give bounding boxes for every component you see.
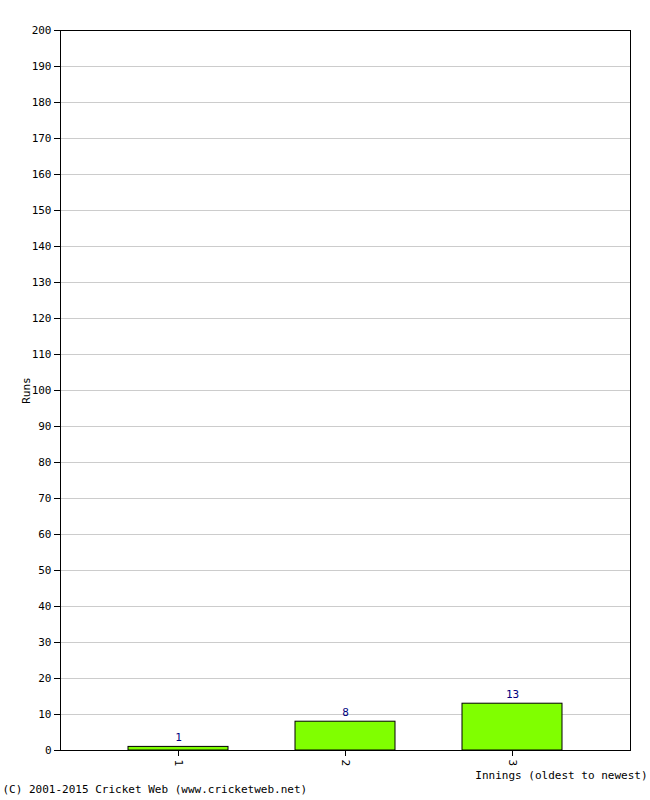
svg-text:60: 60 [38,528,51,541]
svg-text:50: 50 [38,564,51,577]
svg-text:0: 0 [45,744,52,757]
svg-text:10: 10 [38,708,51,721]
svg-text:160: 160 [32,168,52,181]
svg-text:80: 80 [38,456,51,469]
svg-text:13: 13 [506,688,519,701]
svg-text:200: 200 [32,24,52,37]
svg-text:140: 140 [32,240,52,253]
svg-text:130: 130 [32,276,52,289]
svg-text:1: 1 [172,760,185,767]
svg-text:2: 2 [339,760,352,767]
svg-text:110: 110 [32,348,52,361]
svg-text:(C) 2001-2015 Cricket Web (www: (C) 2001-2015 Cricket Web (www.cricketwe… [3,783,308,796]
svg-text:150: 150 [32,204,52,217]
svg-text:120: 120 [32,312,52,325]
svg-text:90: 90 [38,420,51,433]
svg-text:Runs: Runs [20,377,33,404]
svg-text:40: 40 [38,600,51,613]
svg-text:180: 180 [32,96,52,109]
svg-text:190: 190 [32,60,52,73]
svg-text:3: 3 [506,760,519,767]
svg-text:Innings (oldest to newest): Innings (oldest to newest) [475,769,647,782]
svg-text:30: 30 [38,636,51,649]
svg-text:1: 1 [175,731,182,744]
svg-text:20: 20 [38,672,51,685]
svg-text:8: 8 [342,706,349,719]
svg-text:70: 70 [38,492,51,505]
svg-text:170: 170 [32,132,52,145]
svg-text:100: 100 [32,384,52,397]
